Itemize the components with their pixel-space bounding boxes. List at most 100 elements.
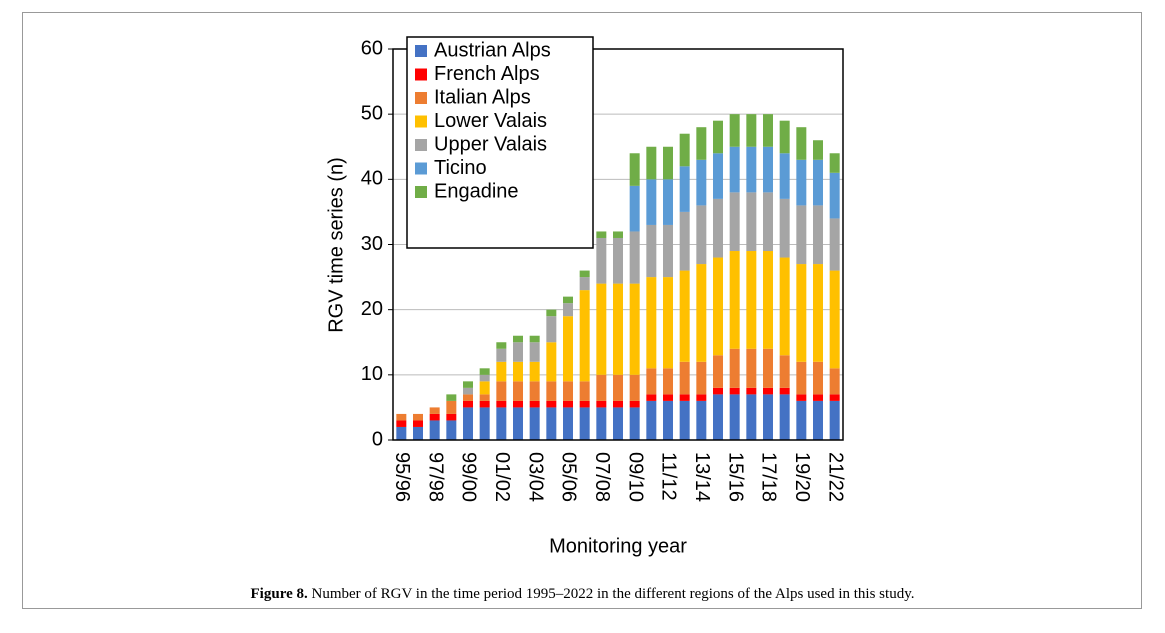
- bar-segment: [629, 400, 640, 408]
- bar-segment: [546, 407, 557, 440]
- bar-segment: [563, 316, 573, 382]
- bar-segment: [796, 264, 807, 362]
- x-tick-label: 99/00: [458, 452, 480, 502]
- x-tick-label: 13/14: [691, 452, 713, 502]
- bar-segment: [563, 400, 573, 408]
- legend-label: Upper Valais: [434, 133, 547, 155]
- bar-segment: [479, 381, 490, 395]
- bar-segment: [613, 407, 623, 440]
- bar-segment: [663, 394, 673, 401]
- bar-segment: [529, 381, 540, 401]
- bar-segment: [646, 179, 657, 225]
- bar-segment: [779, 120, 790, 154]
- bar-segment: [796, 159, 807, 206]
- y-tick-label: 30: [361, 233, 383, 255]
- bar-segment: [729, 348, 740, 388]
- bar-segment: [513, 335, 523, 343]
- bar-segment: [779, 394, 790, 440]
- bar-segment: [579, 400, 590, 408]
- bar-segment: [513, 342, 523, 362]
- bar-segment: [546, 316, 557, 343]
- bar-segment: [796, 394, 807, 401]
- legend-swatch: [415, 115, 427, 128]
- bar-segment: [813, 264, 823, 362]
- bar-segment: [596, 407, 607, 440]
- bar-segment: [463, 400, 473, 408]
- bar-segment: [679, 166, 690, 212]
- bar-segment: [779, 153, 790, 199]
- bar-segment: [479, 394, 490, 401]
- bar-segment: [446, 394, 457, 401]
- bar-segment: [546, 381, 557, 401]
- bar-segment: [446, 420, 457, 440]
- legend-swatch: [415, 162, 427, 175]
- y-axis-label: RGV time series (n): [325, 157, 347, 333]
- bar-segment: [679, 270, 690, 362]
- bar-segment: [696, 400, 707, 440]
- bar-segment: [629, 283, 640, 375]
- bar-segment: [596, 237, 607, 284]
- x-tick-label: 17/18: [758, 452, 780, 502]
- bar-segment: [779, 198, 790, 258]
- legend-label: French Alps: [434, 63, 540, 85]
- bar-segment: [496, 348, 507, 362]
- bar-segment: [396, 420, 407, 427]
- bar-segment: [796, 400, 807, 440]
- bar-segment: [596, 283, 607, 375]
- bar-segment: [596, 400, 607, 408]
- x-tick-label: 03/04: [524, 452, 546, 502]
- bar-segment: [746, 192, 757, 252]
- y-tick-label: 0: [372, 428, 383, 450]
- bar-segment: [813, 361, 823, 395]
- bar-segment: [829, 270, 840, 369]
- bar-segment: [679, 400, 690, 440]
- bar-segment: [579, 290, 590, 382]
- bar-segment: [496, 361, 507, 382]
- bar-segment: [829, 218, 840, 271]
- bar-segment: [529, 361, 540, 382]
- bar-segment: [463, 394, 473, 401]
- bar-segment: [496, 381, 507, 401]
- bar-segment: [713, 355, 723, 388]
- bar-segment: [413, 420, 423, 427]
- bar-segment: [729, 192, 740, 252]
- bar-segment: [613, 400, 623, 408]
- bar-segment: [796, 127, 807, 160]
- bar-segment: [596, 374, 607, 401]
- bar-segment: [579, 381, 590, 401]
- bar-segment: [446, 400, 457, 414]
- bar-segment: [746, 394, 757, 440]
- x-tick-label: 01/02: [491, 452, 513, 502]
- bar-segment: [713, 198, 723, 258]
- bar-segment: [713, 120, 723, 154]
- bar-segment: [813, 140, 823, 160]
- bar-segment: [479, 368, 490, 375]
- bar-segment: [763, 348, 773, 388]
- bar-segment: [413, 413, 423, 421]
- bar-segment: [496, 407, 507, 440]
- bar-segment: [613, 231, 623, 238]
- x-tick-label: 05/06: [558, 452, 580, 502]
- legend-swatch: [415, 139, 427, 151]
- bar-segment: [696, 205, 707, 265]
- bar-segment: [679, 133, 690, 167]
- legend-swatch: [415, 68, 427, 81]
- bar-segment: [763, 192, 773, 252]
- legend-swatch: [415, 186, 427, 198]
- bar-segment: [513, 407, 523, 440]
- bar-segment: [663, 224, 673, 278]
- bar-segment: [646, 394, 657, 401]
- legend-swatch: [415, 92, 427, 104]
- bar-segment: [429, 407, 440, 414]
- bar-segment: [646, 224, 657, 278]
- bar-segment: [563, 303, 573, 317]
- bar-segment: [629, 374, 640, 401]
- bar-segment: [463, 407, 473, 440]
- bar-segment: [529, 400, 540, 408]
- bar-segment: [729, 146, 740, 193]
- bar-segment: [763, 387, 773, 395]
- bar-segment: [763, 146, 773, 193]
- bar-segment: [746, 387, 757, 395]
